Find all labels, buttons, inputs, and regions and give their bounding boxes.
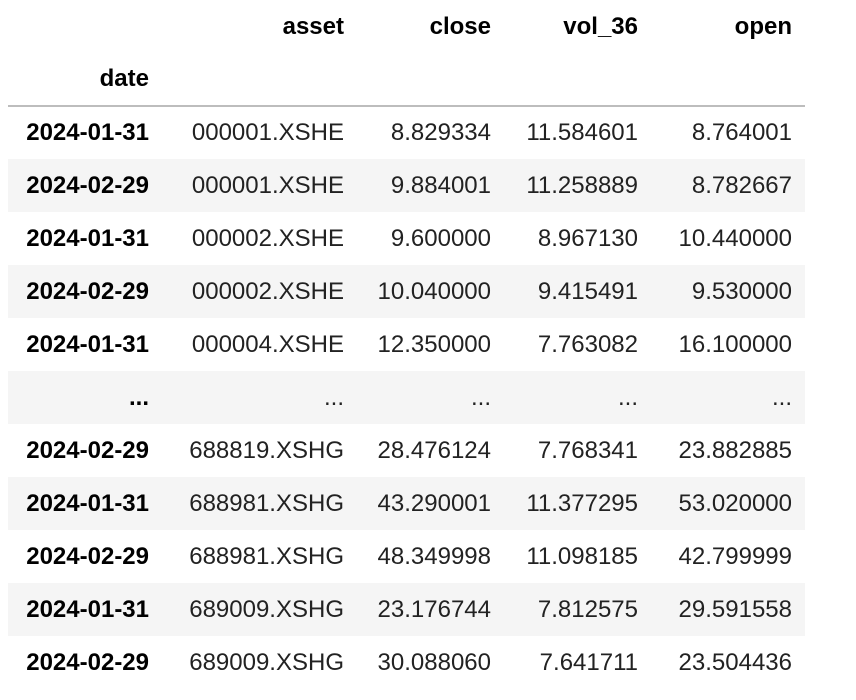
- table-row: 2024-01-31 000001.XSHE 8.829334 11.584601 8.…: [8, 106, 805, 159]
- index-corner-cell: [8, 0, 162, 53]
- row-index-date: 2024-02-29: [26, 436, 149, 464]
- cell-asset: 000004.XSHE: [191, 330, 344, 358]
- dataframe-table: asset close vol_36 open date 2024-01-31 0…: [8, 0, 805, 689]
- row-index-date: 2024-02-29: [26, 542, 149, 570]
- cell-asset: 689009.XSHG: [189, 595, 344, 623]
- ellipsis-row: ...............: [8, 371, 805, 424]
- cell-asset: 689009.XSHG: [189, 648, 344, 676]
- row-index-date: 2024-01-31: [26, 595, 149, 623]
- cell-vol-36: 7.812575: [537, 595, 638, 623]
- table-row: 2024-01-31 000004.XSHE 12.350000 7.763082 16…: [8, 318, 805, 371]
- cell-vol-36: 7.641711: [539, 648, 638, 676]
- row-index-date: 2024-01-31: [26, 330, 149, 358]
- cell-close: 12.350000: [377, 330, 491, 358]
- cell-asset: 688981.XSHG: [189, 542, 344, 570]
- cell-asset: 688819.XSHG: [189, 436, 344, 464]
- row-index-date: 2024-01-31: [26, 489, 149, 517]
- cell-open: 10.440000: [678, 224, 792, 252]
- column-header-row: asset close vol_36 open: [8, 0, 805, 53]
- cell-open: 8.764001: [691, 119, 792, 146]
- cell-vol-36: 7.768341: [537, 436, 638, 464]
- index-name-row: date: [8, 53, 805, 107]
- column-header-vol-36: vol_36: [563, 12, 638, 40]
- cell-close: 10.040000: [377, 277, 491, 305]
- cell-vol-36: 11.377295: [526, 489, 638, 517]
- index-name-date: date: [8, 53, 162, 107]
- row-index-date: 2024-01-31: [26, 224, 149, 252]
- cell-vol-36: 11.584601: [526, 119, 638, 146]
- cell-asset: 688981.XSHG: [189, 489, 344, 517]
- cell-asset: 000002.XSHE: [191, 277, 344, 305]
- cell-close: 28.476124: [377, 436, 491, 464]
- cell-open: 23.504436: [678, 648, 792, 676]
- table-row: 2024-01-31 688981.XSHG 43.290001 11.377295 5…: [8, 477, 805, 530]
- cell-open: 16.100000: [678, 330, 792, 358]
- cell-close: ...: [470, 383, 491, 411]
- column-header-open: open: [734, 12, 792, 40]
- cell-close: 9.884001: [390, 171, 491, 199]
- cell-asset: 000001.XSHE: [191, 119, 344, 146]
- table-row: 2024-02-29 000001.XSHE 9.884001 11.258889 8.…: [8, 159, 805, 212]
- cell-vol-36: 8.967130: [537, 224, 638, 252]
- cell-open: 23.882885: [678, 436, 792, 464]
- table-row: 2024-02-29 688981.XSHG 48.349998 11.098185 4…: [8, 530, 805, 583]
- cell-vol-36: 9.415491: [537, 277, 638, 305]
- table-row: 2024-02-29 000002.XSHE 10.040000 9.415491 9.…: [8, 265, 805, 318]
- table-row: 2024-01-31 689009.XSHG 23.176744 7.812575 29…: [8, 583, 805, 636]
- cell-open: 8.782667: [691, 171, 792, 199]
- table-row: 2024-01-31 000002.XSHE 9.600000 8.967130 10.…: [8, 212, 805, 265]
- cell-close: 43.290001: [377, 489, 491, 517]
- row-index-date: 2024-02-29: [26, 277, 149, 305]
- table-row: 2024-02-29 689009.XSHG 30.088060 7.641711 23…: [8, 636, 805, 689]
- cell-close: 9.600000: [390, 224, 491, 252]
- cell-open: 42.799999: [678, 542, 792, 570]
- cell-open: ...: [771, 383, 792, 411]
- cell-asset: 000001.XSHE: [191, 171, 344, 199]
- table-row: 2024-02-29 688819.XSHG 28.476124 7.768341 23…: [8, 424, 805, 477]
- cell-vol-36: 7.763082: [537, 330, 638, 358]
- cell-close: 8.829334: [390, 119, 491, 146]
- dataframe-output: asset close vol_36 open date 2024-01-31 0…: [8, 0, 805, 689]
- cell-asset: 000002.XSHE: [191, 224, 344, 252]
- column-header-asset: asset: [282, 12, 344, 40]
- cell-close: 48.349998: [377, 542, 491, 570]
- table-body: 2024-01-31 000001.XSHE 8.829334 11.584601 8.…: [8, 106, 805, 689]
- row-index-date: ...: [128, 383, 149, 411]
- table-header: asset close vol_36 open date: [8, 0, 805, 107]
- cell-vol-36: 11.098185: [526, 542, 638, 570]
- cell-open: 9.530000: [691, 277, 792, 305]
- row-index-date: 2024-02-29: [26, 648, 149, 676]
- cell-close: 23.176744: [377, 595, 491, 623]
- cell-open: 53.020000: [678, 489, 792, 517]
- cell-vol-36: 11.258889: [526, 171, 638, 199]
- cell-vol-36: ...: [617, 383, 638, 411]
- cell-close: 30.088060: [377, 648, 491, 676]
- row-index-date: 2024-02-29: [26, 171, 149, 199]
- column-header-close: close: [429, 12, 491, 40]
- cell-open: 29.591558: [678, 595, 792, 623]
- row-index-date: 2024-01-31: [26, 119, 149, 146]
- cell-asset: ...: [323, 383, 344, 411]
